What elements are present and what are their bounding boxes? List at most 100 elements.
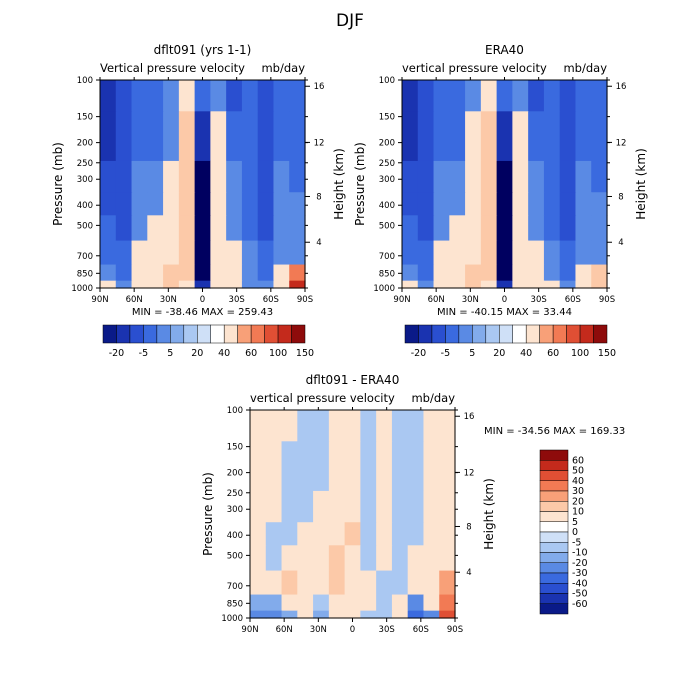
heatmap-cell bbox=[465, 192, 482, 216]
heatmap-cell bbox=[439, 545, 456, 572]
colorbar-swatch bbox=[418, 324, 433, 344]
heatmap-cell bbox=[376, 570, 393, 596]
heatmap-cell bbox=[289, 280, 306, 289]
heatmap-cell bbox=[250, 545, 267, 572]
heatmap-cell bbox=[465, 160, 482, 193]
heatmap-cell bbox=[360, 570, 377, 596]
heatmap-cell bbox=[376, 410, 393, 442]
heatmap-cell bbox=[449, 192, 466, 216]
heatmap-cell bbox=[391, 545, 409, 572]
heatmap-cell bbox=[115, 111, 133, 162]
heatmap-cell bbox=[439, 490, 456, 523]
heatmap-cell bbox=[265, 410, 283, 442]
heatmap-cell bbox=[480, 264, 498, 282]
heatmap-cell bbox=[512, 80, 529, 112]
heatmap-cell bbox=[575, 264, 592, 282]
heatmap-cell bbox=[407, 490, 425, 523]
heatmap-cell bbox=[417, 80, 435, 112]
heatmap-cell bbox=[480, 240, 498, 266]
heatmap-cell bbox=[100, 280, 117, 289]
y-tick-label: 850 bbox=[379, 269, 395, 279]
heatmap-cell bbox=[289, 80, 306, 112]
colorbar-label: 20 bbox=[493, 348, 505, 359]
heatmap-cell bbox=[575, 111, 592, 162]
x-tick-label: 30N bbox=[160, 295, 177, 305]
colorbar-swatch bbox=[445, 324, 460, 344]
heatmap-cell bbox=[257, 111, 275, 162]
right-axis-label: Height (km) bbox=[482, 478, 496, 549]
right-tick-label: 16 bbox=[616, 82, 627, 92]
heatmap-cell bbox=[131, 160, 148, 193]
x-tick-label: 30S bbox=[229, 295, 245, 305]
colorbar-label: 40 bbox=[218, 348, 230, 359]
heatmap-cell bbox=[423, 594, 440, 612]
heatmap-cell bbox=[265, 610, 283, 619]
colorbar-label: 100 bbox=[571, 348, 589, 359]
colorbar-swatch bbox=[525, 324, 540, 344]
heatmap-cell bbox=[528, 111, 545, 162]
heatmap-cell bbox=[480, 215, 498, 242]
heatmap-cell bbox=[194, 111, 211, 162]
heatmap-cell bbox=[194, 215, 211, 242]
heatmap-cell bbox=[417, 264, 435, 282]
colorbar-swatch bbox=[539, 490, 569, 502]
heatmap-cell bbox=[407, 610, 425, 619]
heatmap-cell bbox=[281, 610, 298, 619]
heatmap-cell bbox=[417, 111, 435, 162]
colorbar-label: 10 bbox=[572, 507, 584, 518]
heatmap-cell bbox=[131, 240, 148, 266]
heatmap-cell bbox=[376, 545, 393, 572]
y-axis-label: Pressure (mb) bbox=[201, 472, 215, 556]
heatmap-cell bbox=[328, 490, 346, 523]
heatmap-cell bbox=[439, 610, 456, 619]
heatmap-cell bbox=[449, 111, 466, 162]
x-tick-label: 30S bbox=[531, 295, 547, 305]
heatmap-cell bbox=[257, 280, 275, 289]
heatmap-cell bbox=[100, 80, 117, 112]
heatmap-cell bbox=[328, 522, 346, 546]
heatmap-cell bbox=[297, 522, 314, 546]
colorbar-swatch bbox=[404, 324, 419, 344]
colorbar-swatch bbox=[566, 324, 581, 344]
chart-title: dflt091 (yrs 1-1) bbox=[154, 43, 252, 57]
heatmap-cell bbox=[115, 80, 133, 112]
colorbar-swatch bbox=[277, 324, 292, 344]
heatmap-cell bbox=[449, 80, 466, 112]
heatmap-cell bbox=[496, 215, 513, 242]
right-tick-label: 4 bbox=[316, 238, 321, 248]
heatmap-cell bbox=[575, 192, 592, 216]
heatmap-cell bbox=[465, 280, 482, 289]
heatmap-cell bbox=[273, 280, 290, 289]
heatmap-cell bbox=[281, 545, 298, 572]
heatmap-cell bbox=[194, 160, 211, 193]
heatmap-cell bbox=[100, 215, 117, 242]
x-tick-label: 60S bbox=[413, 625, 429, 635]
heatmap-cell bbox=[115, 280, 133, 289]
colorbar-swatch bbox=[539, 593, 569, 604]
heatmap-cell bbox=[257, 240, 275, 266]
heatmap-cell bbox=[512, 215, 529, 242]
colorbar-swatch bbox=[539, 542, 569, 553]
heatmap-cell bbox=[496, 240, 513, 266]
heatmap-cell bbox=[528, 240, 545, 266]
heatmap-cell bbox=[265, 594, 283, 612]
heatmap-cell bbox=[281, 522, 298, 546]
heatmap-cell bbox=[241, 280, 259, 289]
colorbar-swatch bbox=[143, 324, 158, 344]
heatmap-cell bbox=[402, 192, 419, 216]
heatmap-cell bbox=[250, 594, 267, 612]
heatmap-cell bbox=[344, 410, 361, 442]
y-tick-label: 300 bbox=[227, 505, 243, 515]
heatmap-cell bbox=[273, 264, 290, 282]
heatmap-cell bbox=[100, 264, 117, 282]
colorbar-swatch bbox=[431, 324, 446, 344]
heatmap-cell bbox=[289, 215, 306, 242]
colorbar-swatch bbox=[579, 324, 594, 344]
right-tick-label: 8 bbox=[618, 192, 623, 202]
y-tick-label: 700 bbox=[77, 252, 93, 262]
colorbar-swatch bbox=[539, 511, 569, 522]
heatmap-cell bbox=[210, 264, 227, 282]
heatmap-cell bbox=[226, 192, 243, 216]
heatmap-cell bbox=[265, 545, 283, 572]
heatmap-cell bbox=[178, 280, 196, 289]
